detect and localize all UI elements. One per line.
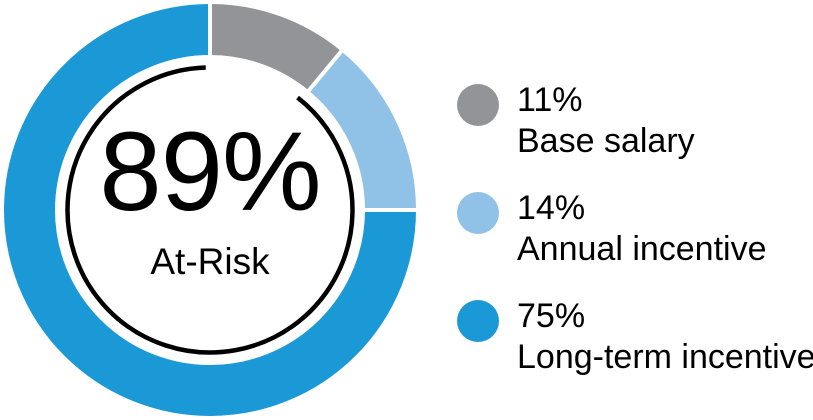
legend-swatch-annual-incentive <box>457 192 499 234</box>
legend-swatch-long-term-incentive <box>457 300 499 342</box>
legend-text-annual-incentive: 14% Annual incentive <box>517 188 767 270</box>
legend-text-long-term-incentive: 75% Long-term incentive <box>517 296 813 378</box>
legend-item-long-term-incentive: 75% Long-term incentive <box>457 296 813 378</box>
at-risk-percentage: 89% <box>99 109 321 234</box>
legend-label-base-salary: Base salary <box>517 122 695 160</box>
donut-chart: 89% At-Risk <box>0 4 420 416</box>
legend-pct-long-term-incentive: 75% <box>517 297 586 335</box>
legend-pct-base-salary: 11% <box>517 81 583 119</box>
legend-text-base-salary: 11% Base salary <box>517 80 695 162</box>
chart-legend: 11% Base salary 14% Annual incentive 75%… <box>457 80 813 378</box>
legend-swatch-base-salary <box>457 84 499 126</box>
donut-chart-svg <box>4 4 416 416</box>
legend-label-long-term-incentive: Long-term incentive <box>517 338 813 376</box>
legend-item-base-salary: 11% Base salary <box>457 80 813 162</box>
donut-center-label: 89% At-Risk <box>0 116 420 282</box>
legend-pct-annual-incentive: 14% <box>517 189 586 227</box>
at-risk-caption: At-Risk <box>150 241 270 282</box>
legend-label-annual-incentive: Annual incentive <box>517 230 767 268</box>
legend-item-annual-incentive: 14% Annual incentive <box>457 188 813 270</box>
